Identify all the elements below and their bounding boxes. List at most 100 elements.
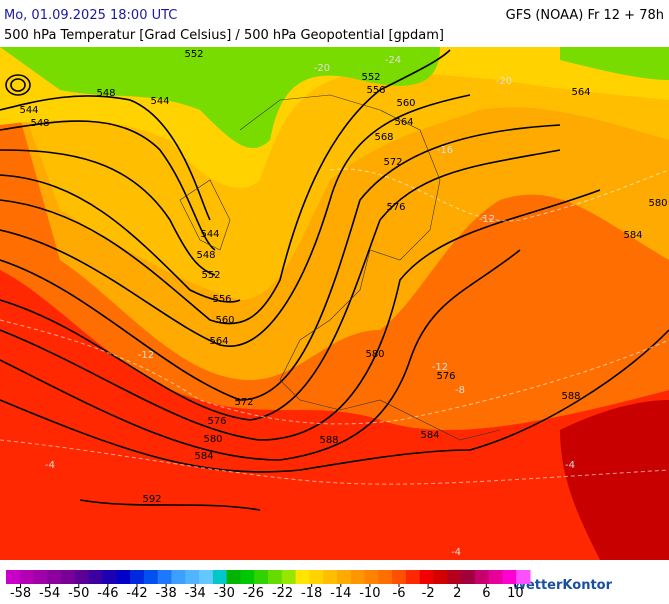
colorbar-label: -14: [330, 586, 351, 600]
isotherm-label: -4: [451, 547, 461, 558]
colorbar-swatch: [461, 570, 476, 584]
colorbar-swatch: [212, 570, 228, 584]
colorbar-label: -2: [422, 586, 435, 600]
colorbar-swatch: [323, 570, 338, 584]
colorbar-label: -18: [301, 586, 322, 600]
colorbar-swatch: [226, 570, 241, 584]
colorbar-label: -6: [393, 586, 406, 600]
map: [0, 47, 669, 560]
colorbar-label: -26: [243, 586, 264, 600]
model: GFS (NOAA) Fr 12 + 78h: [506, 8, 664, 23]
contour-label: 548: [30, 118, 49, 129]
colorbar-swatch: [61, 570, 76, 584]
contour-label: 556: [366, 85, 385, 96]
colorbar-swatch: [364, 570, 379, 584]
colorbar-swatch: [157, 570, 172, 584]
colorbar-swatch: [88, 570, 104, 584]
contour-label: 548: [96, 88, 115, 99]
contour-label: 592: [142, 494, 161, 505]
colorbar-label: 6: [482, 586, 490, 600]
colorbar-swatch: [185, 570, 200, 584]
colorbar-swatch: [19, 570, 35, 584]
contour-label: 568: [374, 132, 393, 143]
colorbar-swatch: [419, 570, 434, 584]
colorbar-swatch: [350, 570, 366, 584]
contour-label: 588: [319, 435, 338, 446]
colorbar-swatch: [33, 570, 48, 584]
isotherm-label: -16: [437, 145, 453, 156]
colorbar-swatch: [447, 570, 462, 584]
colorbar-swatch: [392, 570, 407, 584]
contour-label: 556: [212, 294, 231, 305]
isotherm-label: -24: [385, 55, 401, 66]
contour-label: 580: [365, 349, 384, 360]
colorbar-swatch: [143, 570, 159, 584]
subtitle: 500 hPa Temperatur [Grad Celsius] / 500 …: [4, 28, 444, 43]
colorbar-swatch: [47, 570, 62, 584]
colorbar-label: -50: [68, 586, 89, 600]
colorbar-swatch: [336, 570, 352, 584]
contour-label: 552: [184, 49, 203, 60]
colorbar-swatch: [474, 570, 490, 584]
contour-label: 564: [394, 117, 413, 128]
colorbar-swatch: [6, 570, 21, 584]
contour-label: 584: [194, 451, 213, 462]
contour-label: 576: [436, 371, 455, 382]
colorbar-swatch: [281, 570, 297, 584]
contour-label: 560: [396, 98, 415, 109]
contour-label: 552: [201, 270, 220, 281]
isotherm-label: -20: [496, 76, 512, 87]
date: Mo, 01.09.2025 18:00 UTC: [4, 8, 177, 23]
contour-label: 580: [203, 434, 222, 445]
contour-label: 576: [386, 202, 405, 213]
colorbar-label: -38: [155, 586, 176, 600]
contour-label: 544: [150, 96, 169, 107]
colorbar-swatch: [309, 570, 324, 584]
contour-label: 552: [361, 72, 380, 83]
contour-label: 564: [209, 336, 228, 347]
colorbar-swatch: [74, 570, 90, 584]
colorbar-label: -22: [272, 586, 293, 600]
colorbar-label: -30: [214, 586, 235, 600]
contour-label: 580: [648, 198, 667, 209]
colorbar-swatch: [502, 570, 517, 584]
colorbar-swatch: [516, 570, 531, 584]
isotherm-label: -8: [455, 385, 465, 396]
colorbar-swatch: [268, 570, 283, 584]
isotherm-label: -20: [314, 63, 330, 74]
contour-label: 560: [215, 315, 234, 326]
colorbar-swatch: [488, 570, 503, 584]
contour-label: 544: [19, 105, 38, 116]
colorbar-label: -46: [97, 586, 118, 600]
colorbar-swatch: [405, 570, 421, 584]
colorbar-label: -34: [185, 586, 206, 600]
colorbar-label: -10: [359, 586, 380, 600]
colorbar-swatch: [254, 570, 269, 584]
contour-label: 576: [207, 416, 226, 427]
colorbar-swatch: [102, 570, 117, 584]
contour-label: 584: [623, 230, 642, 241]
contour-label: 544: [200, 229, 219, 240]
isotherm-label: -12: [432, 362, 448, 373]
colorbar-label: -58: [10, 586, 31, 600]
contour-label: 572: [383, 157, 402, 168]
colorbar-label: 10: [507, 586, 524, 600]
contour-label: 564: [571, 87, 590, 98]
colorbar-swatch: [433, 570, 448, 584]
contour-label: 548: [196, 250, 215, 261]
isotherm-label: -4: [565, 460, 575, 471]
contour-label: 572: [234, 397, 253, 408]
isotherm-label: -4: [45, 460, 55, 471]
isotherm-label: -12: [479, 214, 495, 225]
colorbar-label: -42: [126, 586, 147, 600]
colorbar-swatch: [116, 570, 131, 584]
colorbar-swatch: [171, 570, 186, 584]
colorbar-label: 2: [453, 586, 461, 600]
colorbar-swatch: [199, 570, 214, 584]
colorbar-swatch: [240, 570, 255, 584]
colorbar-label: -54: [39, 586, 60, 600]
contour-label: 588: [561, 391, 580, 402]
isotherm-label: -12: [138, 350, 154, 361]
colorbar-swatch: [130, 570, 145, 584]
